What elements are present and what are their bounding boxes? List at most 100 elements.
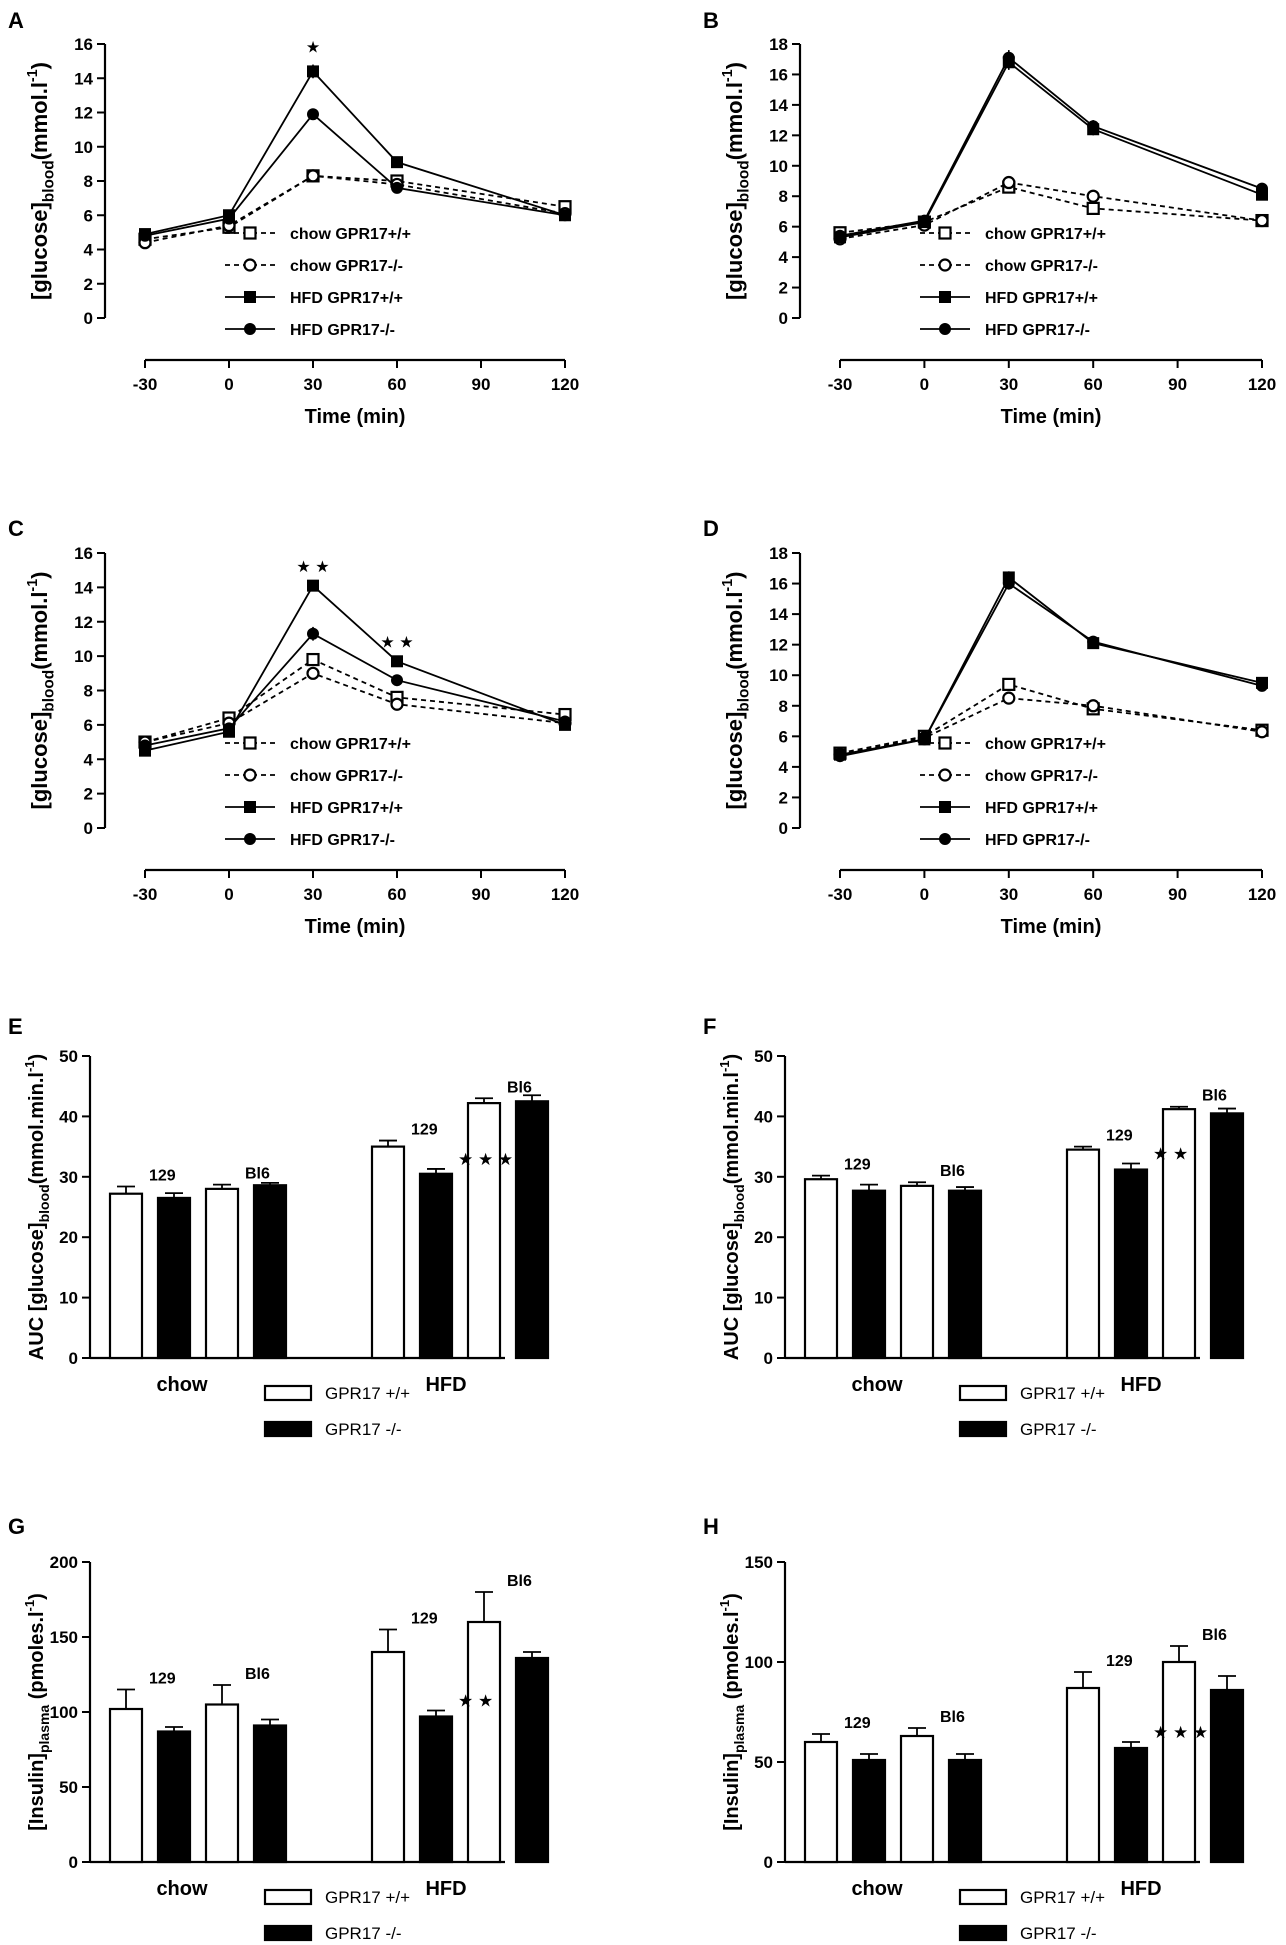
y-axis-label: [Insulin]plasma (pmoles.l-1) [22, 1593, 52, 1831]
data-point [1086, 189, 1100, 203]
y-tick-label: 10 [59, 1289, 78, 1308]
strain-label: Bl6 [940, 1709, 965, 1726]
legend-label: GPR17 -/- [325, 1924, 402, 1943]
y-tick-label: 30 [59, 1168, 78, 1187]
strain-label: Bl6 [940, 1163, 965, 1180]
y-tick-label: 100 [745, 1653, 773, 1672]
x-tick-label: -30 [133, 885, 158, 904]
bar [1209, 1112, 1245, 1360]
category-label: HFD [1120, 1878, 1161, 1900]
strain-label: 129 [149, 1671, 176, 1688]
data-point [391, 674, 403, 687]
series-line [144, 584, 566, 752]
legend-label: HFD GPR17-/- [290, 322, 395, 339]
y-tick-label: 4 [84, 750, 94, 769]
series-line [144, 69, 566, 235]
x-axis-label: Time (min) [1001, 916, 1102, 938]
bar [851, 1189, 887, 1360]
strain-label: Bl6 [1202, 1088, 1227, 1105]
strain-label: 129 [844, 1157, 871, 1174]
legend-marker [243, 736, 257, 750]
y-tick-label: 100 [50, 1703, 78, 1722]
data-point [390, 697, 404, 711]
x-tick-label: 120 [551, 375, 579, 394]
legend-swatch [263, 1924, 313, 1942]
panel-C: C 0 2 4 6 8 10 12 14 16 -30 0 30 60 90 120 Time (min) [gl… [8, 516, 579, 938]
data-point [1086, 201, 1100, 215]
data-point [1087, 635, 1100, 648]
x-tick-label: 90 [1168, 885, 1187, 904]
x-tick-label: 30 [999, 885, 1018, 904]
x-tick-label: 0 [224, 885, 233, 904]
y-tick-label: 10 [769, 666, 788, 685]
y-tick-label: 150 [745, 1553, 773, 1572]
y-axis-label: AUC [glucose]blood(mmol.min.l-1) [22, 1054, 52, 1360]
y-tick-label: 4 [779, 758, 789, 777]
category-label: HFD [425, 1374, 466, 1396]
significance-marker: ★ ★ ★ [1153, 1723, 1208, 1742]
bar [1113, 1168, 1149, 1360]
legend-label: HFD GPR17+/+ [985, 290, 1098, 307]
bar [1113, 1746, 1149, 1864]
legend-marker [244, 833, 256, 845]
data-point [223, 722, 235, 735]
bar [252, 1724, 288, 1864]
category-label: chow [156, 1374, 208, 1396]
strain-label: 129 [1106, 1128, 1133, 1145]
strain-label: 129 [149, 1167, 176, 1184]
x-tick-label: 60 [388, 885, 407, 904]
legend-label: chow GPR17+/+ [290, 226, 411, 243]
legend-swatch [263, 1420, 313, 1438]
bar [466, 1620, 502, 1864]
x-tick-label: 0 [920, 885, 929, 904]
legend-label: GPR17 +/+ [1020, 1888, 1105, 1907]
bar [108, 1192, 144, 1360]
category-label: chow [851, 1374, 903, 1396]
y-tick-label: 14 [74, 69, 93, 88]
data-point [391, 156, 403, 169]
y-tick-label: 6 [84, 206, 93, 225]
bar [204, 1187, 240, 1360]
y-tick-label: 8 [779, 187, 788, 206]
bar [204, 1703, 240, 1864]
y-tick-label: 2 [84, 785, 93, 804]
y-tick-label: 14 [74, 578, 93, 597]
legend-marker [243, 226, 257, 240]
legend-label: GPR17 +/+ [325, 1384, 410, 1403]
series-line [839, 576, 1263, 756]
series-line [839, 697, 1263, 756]
strain-label: Bl6 [245, 1666, 270, 1683]
y-tick-label: 50 [59, 1778, 78, 1797]
y-tick-label: 0 [779, 309, 788, 328]
x-tick-label: -30 [133, 375, 158, 394]
strain-label: 129 [411, 1122, 438, 1139]
bar [851, 1758, 887, 1864]
bar [899, 1734, 935, 1864]
data-point [307, 627, 319, 640]
panel-label: G [8, 1514, 25, 1539]
series-line [839, 56, 1263, 237]
panel-label: E [8, 1014, 23, 1039]
legend-marker [939, 323, 951, 335]
legend-label: chow GPR17-/- [985, 258, 1098, 275]
data-point [1087, 120, 1100, 133]
y-tick-label: 2 [779, 788, 788, 807]
panel-F: F 0 10 20 30 40 50 AUC [glucose]blood(mmol.min.… [703, 1014, 1245, 1439]
data-point [1002, 691, 1016, 705]
legend-label: HFD GPR17-/- [290, 832, 395, 849]
x-tick-label: 120 [1248, 375, 1276, 394]
legend-label: HFD GPR17-/- [985, 832, 1090, 849]
y-tick-label: 50 [754, 1753, 773, 1772]
legend-marker [938, 768, 952, 782]
legend-label: chow GPR17-/- [290, 258, 403, 275]
y-tick-label: 12 [769, 636, 788, 655]
bar [514, 1100, 550, 1360]
y-axis-label: [glucose]blood(mmol.l-1) [25, 62, 58, 300]
data-point [306, 666, 320, 680]
bar [418, 1172, 454, 1360]
data-point [1256, 182, 1268, 195]
x-tick-label: 90 [1168, 375, 1187, 394]
legend-label: GPR17 -/- [1020, 1924, 1097, 1943]
y-axis-label: [Insulin]plasma (pmoles.l-1) [717, 1593, 747, 1831]
